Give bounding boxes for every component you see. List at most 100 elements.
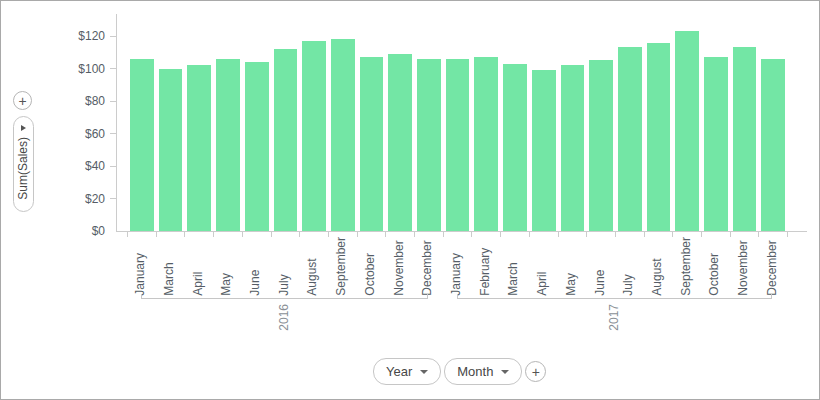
x-label-cell: October xyxy=(359,237,383,296)
x-label-cell: November xyxy=(732,237,756,296)
x-axis-labels: January March April May June July August Septem… xyxy=(116,237,806,296)
month-label: March xyxy=(163,237,176,296)
x-label-cell: April xyxy=(531,237,555,296)
bar-2016-may[interactable] xyxy=(216,59,240,231)
bar-2016-april[interactable] xyxy=(187,65,211,231)
bar-2017-november[interactable] xyxy=(733,47,757,231)
month-label: December xyxy=(766,237,779,296)
x-label-cell: January xyxy=(445,237,469,296)
x-label-cell: March xyxy=(502,237,526,296)
x-label-cell: January xyxy=(129,237,153,296)
month-label: April xyxy=(192,237,205,296)
month-label: June xyxy=(594,237,607,296)
group-bracket-2016 xyxy=(141,294,428,299)
x-label-cell: September xyxy=(330,237,354,296)
y-tick-label: $100 xyxy=(78,62,105,76)
plus-icon: + xyxy=(532,365,540,379)
measure-field-pill[interactable]: Sum(Sales) xyxy=(13,116,34,212)
bar-2017-june[interactable] xyxy=(589,60,613,231)
x-label-cell: February xyxy=(473,237,497,296)
y-axis-tick xyxy=(110,68,116,69)
month-label: March xyxy=(507,237,520,296)
x-label-cell: April xyxy=(186,237,210,296)
plot-area xyxy=(116,14,807,232)
caret-right-icon xyxy=(21,125,26,131)
y-axis-tick xyxy=(110,198,116,199)
x-label-cell: November xyxy=(387,237,411,296)
y-tick-label: $0 xyxy=(92,224,105,238)
y-tick-label: $60 xyxy=(85,127,105,141)
month-label: July xyxy=(278,237,291,296)
month-label: September xyxy=(680,237,693,296)
month-label: September xyxy=(335,237,348,296)
bar-2016-october[interactable] xyxy=(360,57,384,231)
y-tick-label: $20 xyxy=(85,192,105,206)
bar-2017-august[interactable] xyxy=(647,43,671,232)
y-tick-label: $120 xyxy=(78,29,105,43)
bar-2017-may[interactable] xyxy=(561,65,585,231)
x-label-cell: December xyxy=(416,237,440,296)
x-label-cell: December xyxy=(760,237,784,296)
x-label-cell: June xyxy=(244,237,268,296)
bar-2016-january[interactable] xyxy=(130,59,154,231)
bar-2017-january[interactable] xyxy=(446,59,470,231)
month-label: January xyxy=(134,237,147,296)
year-label-2016: 2016 xyxy=(278,304,291,331)
month-label: November xyxy=(737,237,750,296)
month-label: August xyxy=(306,237,319,296)
plus-icon: + xyxy=(18,94,26,108)
x-label-cell: August xyxy=(301,237,325,296)
month-label: October xyxy=(364,237,377,296)
field-pill-year[interactable]: Year xyxy=(373,358,441,385)
bar-2016-march[interactable] xyxy=(159,69,183,232)
add-field-button[interactable]: + xyxy=(525,361,546,382)
y-axis-tick xyxy=(110,133,116,134)
x-label-cell: May xyxy=(215,237,239,296)
group-bracket-2017 xyxy=(457,294,772,299)
bottom-controls: Year Month + xyxy=(373,358,546,385)
month-label: May xyxy=(565,237,578,296)
bars-container xyxy=(117,14,807,231)
y-axis-tick xyxy=(110,166,116,167)
month-label: May xyxy=(220,237,233,296)
field-pill-year-label: Year xyxy=(386,364,412,379)
month-label: November xyxy=(393,237,406,296)
x-label-cell: March xyxy=(158,237,182,296)
month-label: April xyxy=(536,237,549,296)
measure-field-label: Sum(Sales) xyxy=(17,137,30,200)
bar-2016-november[interactable] xyxy=(388,54,412,231)
bar-2017-september[interactable] xyxy=(675,31,699,231)
month-label: October xyxy=(708,237,721,296)
bar-2017-february[interactable] xyxy=(474,57,498,231)
month-label: January xyxy=(450,237,463,296)
bar-2017-april[interactable] xyxy=(532,70,556,231)
y-tick-label: $80 xyxy=(85,94,105,108)
x-label-cell: September xyxy=(674,237,698,296)
x-label-cell: June xyxy=(588,237,612,296)
caret-down-icon xyxy=(420,370,428,374)
x-label-cell: August xyxy=(646,237,670,296)
month-label: December xyxy=(421,237,434,296)
field-pill-month[interactable]: Month xyxy=(444,358,522,385)
field-pill-month-label: Month xyxy=(457,364,493,379)
bar-2017-december[interactable] xyxy=(761,59,785,231)
bar-2016-august[interactable] xyxy=(302,41,326,231)
month-label: July xyxy=(622,237,635,296)
x-label-cell: July xyxy=(273,237,297,296)
bar-2016-june[interactable] xyxy=(245,62,269,231)
bar-2016-december[interactable] xyxy=(417,59,441,231)
x-label-cell: October xyxy=(703,237,727,296)
y-axis-tick xyxy=(110,36,116,37)
bar-2016-september[interactable] xyxy=(331,39,355,231)
bar-2016-july[interactable] xyxy=(274,49,298,231)
bar-2017-july[interactable] xyxy=(618,47,642,231)
add-measure-button[interactable]: + xyxy=(13,91,32,110)
month-label: August xyxy=(651,237,664,296)
year-label-2017: 2017 xyxy=(608,304,621,331)
y-axis-tick xyxy=(110,101,116,102)
pivot-chart-root: $0$20$40$60$80$100$120 JanuaryMarchApril… xyxy=(0,0,820,400)
caret-down-icon xyxy=(501,370,509,374)
x-label-cell: July xyxy=(617,237,641,296)
bar-2017-october[interactable] xyxy=(704,57,728,231)
bar-2017-march[interactable] xyxy=(503,64,527,231)
